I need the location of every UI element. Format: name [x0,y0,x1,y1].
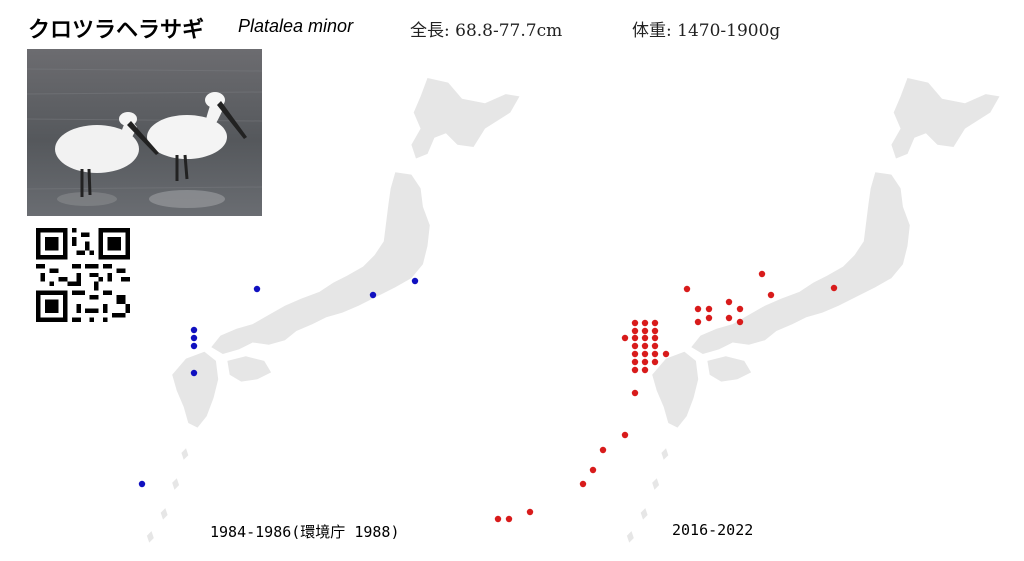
record-point [651,342,659,350]
record-point [631,358,639,366]
record-point [631,342,639,350]
records-1984-1986 [138,277,419,488]
map-left-1984-1986 [100,78,520,561]
record-point [411,277,419,285]
record-point [651,350,659,358]
record-point [505,515,513,523]
record-point [526,508,534,516]
record-point [683,285,691,293]
record-point [253,285,261,293]
record-point [736,305,744,313]
record-point [641,327,649,335]
scientific-name: Platalea minor [238,16,354,36]
record-point [758,270,766,278]
record-point [494,515,502,523]
record-point [631,389,639,397]
record-point [579,480,587,488]
caption-right: 2016-2022 [672,521,754,539]
record-point [694,318,702,326]
record-point [631,334,639,342]
records-2016-2022 [494,270,838,523]
header: クロツラヘラサギ Platalea minor 全長: 68.8-77.7cm … [28,12,1018,44]
record-point [631,319,639,327]
record-point [599,446,607,454]
record-point [662,350,670,358]
record-point [705,305,713,313]
record-point [705,314,713,322]
record-point [589,466,597,474]
map-right-2016-2022 [580,78,1000,561]
record-point [631,327,639,335]
record-point [651,358,659,366]
record-point [725,314,733,322]
qr-code-icon[interactable] [36,228,130,322]
record-point [631,350,639,358]
record-point [641,334,649,342]
record-point [369,291,377,299]
record-point [694,305,702,313]
record-point [641,366,649,374]
record-point [725,298,733,306]
record-point [641,350,649,358]
record-point [651,327,659,335]
record-point [651,319,659,327]
record-point [641,358,649,366]
species-title: クロツラヘラサギ [28,18,205,43]
record-point [651,334,659,342]
body-length: 全長: 68.8-77.7cm [410,21,563,41]
record-point [621,431,629,439]
record-point [736,318,744,326]
record-point [830,284,838,292]
body-weight: 体重: 1470-1900g [632,21,781,41]
record-point [190,334,198,342]
record-point [767,291,775,299]
record-point [190,326,198,334]
record-point [641,319,649,327]
record-point [138,480,146,488]
record-point [641,342,649,350]
record-point [631,366,639,374]
spoonbill-photo [27,49,262,216]
record-point [190,369,198,377]
caption-left: 1984-1986(環境庁 1988) [210,523,400,541]
record-point [621,334,629,342]
record-point [190,342,198,350]
